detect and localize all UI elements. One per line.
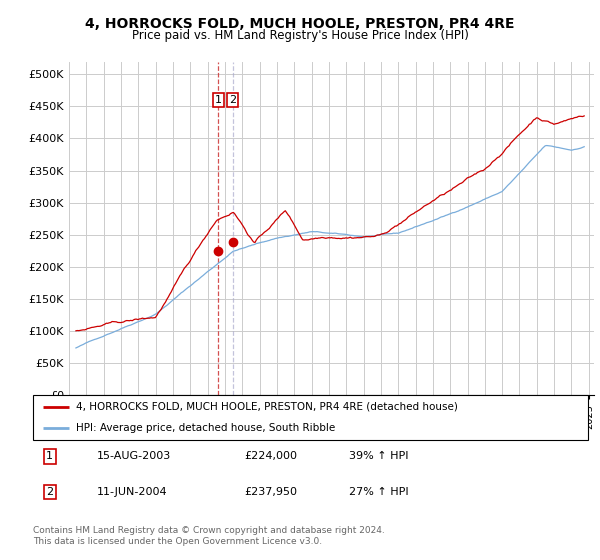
Text: 39% ↑ HPI: 39% ↑ HPI [349, 451, 409, 461]
Text: 1: 1 [46, 451, 53, 461]
Text: Contains HM Land Registry data © Crown copyright and database right 2024.
This d: Contains HM Land Registry data © Crown c… [33, 526, 385, 546]
Text: HPI: Average price, detached house, South Ribble: HPI: Average price, detached house, Sout… [76, 423, 335, 433]
Text: 2: 2 [46, 487, 53, 497]
Text: 1: 1 [215, 95, 222, 105]
FancyBboxPatch shape [33, 395, 588, 440]
Text: 4, HORROCKS FOLD, MUCH HOOLE, PRESTON, PR4 4RE (detached house): 4, HORROCKS FOLD, MUCH HOOLE, PRESTON, P… [76, 402, 458, 412]
Text: 27% ↑ HPI: 27% ↑ HPI [349, 487, 409, 497]
Text: 15-AUG-2003: 15-AUG-2003 [97, 451, 171, 461]
Text: £224,000: £224,000 [244, 451, 297, 461]
Text: 4, HORROCKS FOLD, MUCH HOOLE, PRESTON, PR4 4RE: 4, HORROCKS FOLD, MUCH HOOLE, PRESTON, P… [85, 17, 515, 31]
Text: 11-JUN-2004: 11-JUN-2004 [97, 487, 167, 497]
Text: £237,950: £237,950 [244, 487, 297, 497]
Text: 2: 2 [229, 95, 236, 105]
Text: Price paid vs. HM Land Registry's House Price Index (HPI): Price paid vs. HM Land Registry's House … [131, 29, 469, 42]
